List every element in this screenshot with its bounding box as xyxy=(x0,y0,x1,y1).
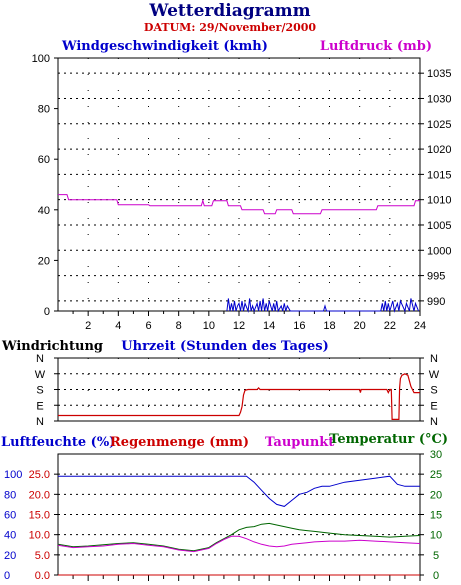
pressure-tick-label: 1035 xyxy=(427,68,451,80)
wind-speed-tick-label: 60 xyxy=(38,154,50,166)
hour-tick-label: 2 xyxy=(85,320,91,332)
direction-tick-label-left: N xyxy=(36,353,44,365)
rain-tick-label: 20.0 xyxy=(29,489,50,501)
panel-wind-pressure-frame xyxy=(57,57,421,312)
direction-tick-label-right: E xyxy=(430,400,437,412)
temperature-tick-label: 25 xyxy=(430,469,442,481)
pressure-axis-label: Luftdruck (mb) xyxy=(320,39,432,54)
panel-wind-direction-lines xyxy=(58,373,420,420)
wind-speed-line xyxy=(226,298,419,313)
temperature-line xyxy=(57,522,421,552)
rain-tick-label: 10.0 xyxy=(29,530,50,542)
humidity-tick-label: 100 xyxy=(4,469,22,481)
panel-humidity-temp-lines xyxy=(57,475,421,576)
wind-speed-tick-label: 0 xyxy=(44,306,50,318)
pressure-line xyxy=(58,194,420,215)
direction-tick-label-right: W xyxy=(429,369,440,381)
wind-speed-axis-label: Windgeschwindigkeit (kmh) xyxy=(61,39,268,54)
direction-tick-label-left: W xyxy=(35,369,46,381)
temperature-tick-label: 0 xyxy=(433,570,439,582)
pressure-tick-label: 995 xyxy=(427,271,445,283)
temperature-tick-label: 10 xyxy=(430,530,442,542)
humidity-tick-label: 60 xyxy=(4,510,16,522)
hour-tick-label: 18 xyxy=(323,320,335,332)
hour-tick-label: 16 xyxy=(293,320,305,332)
pressure-tick-label: 1025 xyxy=(427,119,451,131)
hour-tick-label: 4 xyxy=(115,320,121,332)
time-axis-label: Uhrzeit (Stunden des Tages) xyxy=(121,339,328,354)
hour-tick-label: 20 xyxy=(354,320,366,332)
humidity-tick-label: 80 xyxy=(4,489,16,501)
panel-wind-pressure-grid xyxy=(58,58,421,311)
rain-axis-label: Regenmenge (mm) xyxy=(110,435,249,450)
wind-direction-line xyxy=(58,373,420,420)
pressure-tick-label: 1020 xyxy=(427,144,451,156)
hour-tick-label: 14 xyxy=(263,320,275,332)
wind-speed-tick-label: 40 xyxy=(38,205,50,217)
direction-tick-label-left: N xyxy=(36,416,44,428)
chart-date: DATUM: 29/November/2000 xyxy=(144,21,317,34)
hour-tick-label: 12 xyxy=(233,320,245,332)
hour-tick-label: 6 xyxy=(145,320,151,332)
wind-speed-tick-label: 20 xyxy=(38,255,50,267)
hour-tick-label: 22 xyxy=(384,320,396,332)
direction-tick-label-left: E xyxy=(36,400,43,412)
temperature-tick-label: 30 xyxy=(430,449,442,461)
rain-tick-label: 15.0 xyxy=(29,510,50,522)
rain-tick-label: 5.0 xyxy=(35,550,50,562)
wind-speed-tick-label: 100 xyxy=(32,53,50,65)
hour-tick-label: 8 xyxy=(176,320,182,332)
direction-tick-label-right: N xyxy=(430,353,438,365)
temperature-axis-label: Temperatur (°C) xyxy=(329,432,448,447)
rain-tick-label: 0.0 xyxy=(35,570,50,582)
panel-wind-pressure-ticks: 9909951000100510101015102010251030103502… xyxy=(32,53,452,332)
humidity-line xyxy=(58,475,420,507)
direction-tick-label-right: S xyxy=(430,385,437,397)
direction-tick-label-right: N xyxy=(430,416,438,428)
chart-title: Wetterdiagramm xyxy=(148,1,310,21)
pressure-tick-label: 990 xyxy=(427,296,445,308)
panel-wind-pressure-lines xyxy=(58,194,420,313)
panel-humidity-temp-grid xyxy=(58,473,420,556)
humidity-tick-label: 40 xyxy=(4,530,16,542)
panel-humidity-temp-ticks: 0 5 10 15 20 25 30 0 20 40 60 80 100 0.0 5.0 10.0 15.0 20… xyxy=(4,449,442,582)
humidity-axis-label: Luftfeuchte (%) xyxy=(1,435,115,450)
wind-direction-axis-label: Windrichtung xyxy=(1,339,103,354)
hour-tick-label: 24 xyxy=(414,320,426,332)
humidity-tick-label: 0 xyxy=(4,570,10,582)
humidity-tick-label: 20 xyxy=(4,550,16,562)
dewpoint-label: Taupunkt xyxy=(265,435,334,450)
direction-tick-label-left: S xyxy=(36,385,43,397)
dewpoint-line xyxy=(57,535,421,553)
hour-tick-label: 10 xyxy=(203,320,215,332)
rain-tick-label: 25.0 xyxy=(29,469,50,481)
pressure-tick-label: 1030 xyxy=(427,93,451,105)
pressure-tick-label: 1000 xyxy=(427,245,451,257)
pressure-tick-label: 1010 xyxy=(427,195,451,207)
wind-speed-tick-label: 80 xyxy=(38,104,50,116)
pressure-tick-label: 1015 xyxy=(427,169,451,181)
temperature-tick-label: 15 xyxy=(430,510,442,522)
temperature-tick-label: 20 xyxy=(430,489,442,501)
temperature-tick-label: 5 xyxy=(433,550,439,562)
pressure-tick-label: 1005 xyxy=(427,220,451,232)
panel-wind-direction-ticks: N NW WS SE EN N xyxy=(35,353,440,428)
